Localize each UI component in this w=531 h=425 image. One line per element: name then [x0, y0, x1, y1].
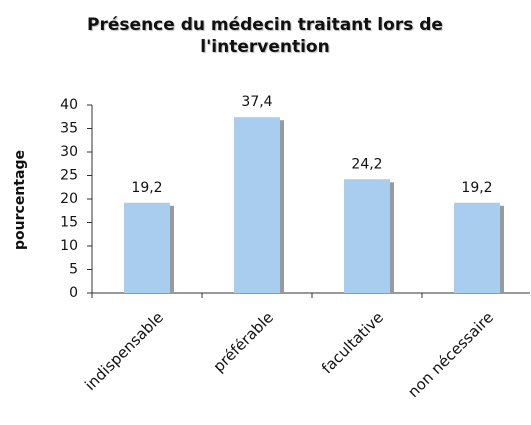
x-tick-label: facultative [318, 308, 387, 377]
y-tick-label: 20 [60, 191, 78, 207]
value-label: 19,2 [461, 180, 492, 196]
x-tick-label: préférable [210, 308, 277, 375]
bar [124, 202, 170, 293]
y-tick-label: 0 [69, 285, 78, 301]
x-tick-label: non nécessaire [404, 308, 497, 401]
y-tick-label: 5 [69, 262, 78, 278]
value-label: 24,2 [351, 156, 382, 172]
y-tick-label: 15 [60, 215, 78, 231]
chart-title: Présence du médecin traitant lors de l'i… [87, 15, 443, 57]
y-axis-label: pourcentage [12, 150, 28, 250]
y-tick-label: 25 [60, 168, 78, 184]
bar [234, 117, 280, 293]
value-label: 37,4 [241, 94, 272, 110]
value-label: 19,2 [131, 180, 162, 196]
y-tick-label: 35 [60, 121, 78, 137]
bar [344, 179, 390, 293]
y-tick-label: 10 [60, 238, 78, 254]
y-tick-label: 30 [60, 144, 78, 160]
bar [454, 202, 500, 293]
y-tick-label: 40 [60, 97, 78, 113]
x-tick-label: indispensable [81, 308, 167, 394]
